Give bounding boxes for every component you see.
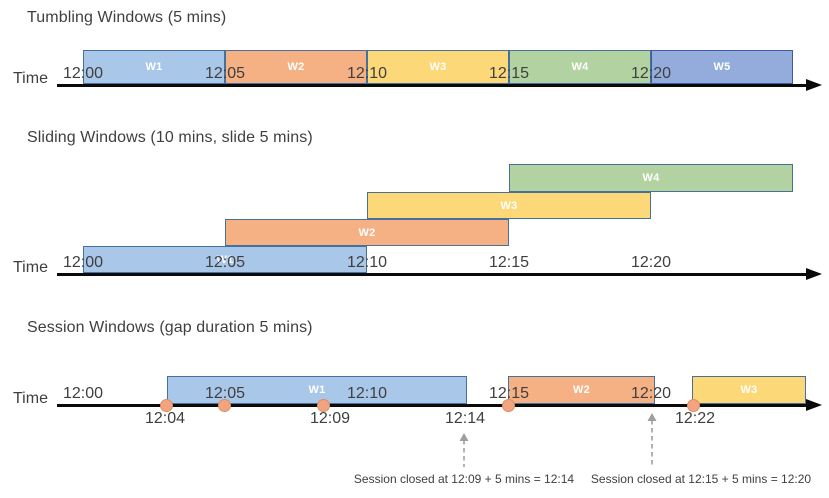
session-window-w3-label: W3 <box>740 384 758 396</box>
sliding-window-w2-label: W2 <box>358 226 376 239</box>
tumbling-title: Tumbling Windows (5 mins) <box>27 9 227 26</box>
event-label-1209: 12:09 <box>309 410 351 427</box>
sliding-window-w1: W1 <box>83 246 367 273</box>
sliding-window-w4-label: W4 <box>642 172 660 184</box>
tumbling-window-w2-label: W2 <box>287 61 305 73</box>
sliding-window-w3-label: W3 <box>500 199 518 212</box>
session-window-w3: W3 <box>692 376 806 404</box>
sliding-tick-1215: 12:15 <box>488 254 530 271</box>
session-tick-1220: 12:20 <box>630 385 672 402</box>
tumbling-window-w3: W3 <box>367 50 509 84</box>
sliding-axis-label: Time <box>13 259 48 276</box>
session-axis-label: Time <box>13 390 48 407</box>
sliding-title: Sliding Windows (10 mins, slide 5 mins) <box>27 129 313 146</box>
sliding-window-w2: W2 <box>225 219 509 246</box>
session-tick-1210: 12:10 <box>346 385 388 402</box>
session-tick-1215: 12:15 <box>488 385 530 402</box>
tumbling-tick-1215: 12:15 <box>488 65 530 82</box>
session-close-arrow-1-icon <box>459 433 469 467</box>
sliding-tick-1220: 12:20 <box>630 254 672 271</box>
event-label-1222: 12:22 <box>674 410 716 427</box>
tumbling-window-w4-label: W4 <box>571 61 589 73</box>
sliding-tick-1205: 12:05 <box>204 254 246 271</box>
sliding-window-w3: W3 <box>367 192 651 219</box>
tumbling-axis-arrow-icon <box>806 79 822 91</box>
event-dot-1205 <box>218 399 231 412</box>
event-dot-1222 <box>687 399 700 412</box>
tumbling-tick-1210: 12:10 <box>346 65 388 82</box>
event-label-1214: 12:14 <box>444 410 486 427</box>
tumbling-window-w2: W2 <box>225 50 367 84</box>
session-close-arrow-2-icon <box>647 413 657 467</box>
tumbling-window-w3-label: W3 <box>429 61 447 73</box>
sliding-window-w4: W4 <box>509 164 793 192</box>
session-close-annotation-2: Session closed at 12:15 + 5 mins = 12:20 <box>590 472 812 486</box>
session-tick-1205: 12:05 <box>204 385 246 402</box>
session-title: Session Windows (gap duration 5 mins) <box>27 319 313 336</box>
tumbling-window-w4: W4 <box>509 50 651 84</box>
tumbling-window-w5: W5 <box>651 50 793 84</box>
sliding-window-w1-label: W1 <box>216 253 234 266</box>
sliding-axis-arrow-icon <box>806 268 822 280</box>
event-dot-1204 <box>160 399 173 412</box>
event-dot-1209 <box>317 399 330 412</box>
session-axis-arrow-icon <box>806 399 822 411</box>
session-close-annotation-1: Session closed at 12:09 + 5 mins = 12:14 <box>353 472 575 486</box>
tumbling-tick-1200: 12:00 <box>62 65 104 82</box>
tumbling-axis <box>57 84 808 87</box>
sliding-tick-1210: 12:10 <box>346 254 388 271</box>
event-dot-1215 <box>502 399 515 412</box>
session-axis <box>57 404 808 407</box>
tumbling-axis-label: Time <box>13 70 48 87</box>
session-window-w1-label: W1 <box>308 384 326 396</box>
tumbling-window-w1: W1 <box>83 50 225 84</box>
session-window-w2-label: W2 <box>572 384 591 396</box>
tumbling-tick-1220: 12:20 <box>630 65 672 82</box>
tumbling-window-w1-label: W1 <box>145 61 163 73</box>
session-tick-1200: 12:00 <box>62 385 104 402</box>
sliding-tick-1200: 12:00 <box>62 254 104 271</box>
sliding-axis <box>57 273 808 276</box>
tumbling-tick-1205: 12:05 <box>204 65 246 82</box>
session-window-w2: W2 <box>508 376 655 404</box>
tumbling-window-w5-label: W5 <box>713 61 731 73</box>
event-label-1204: 12:04 <box>144 410 186 427</box>
